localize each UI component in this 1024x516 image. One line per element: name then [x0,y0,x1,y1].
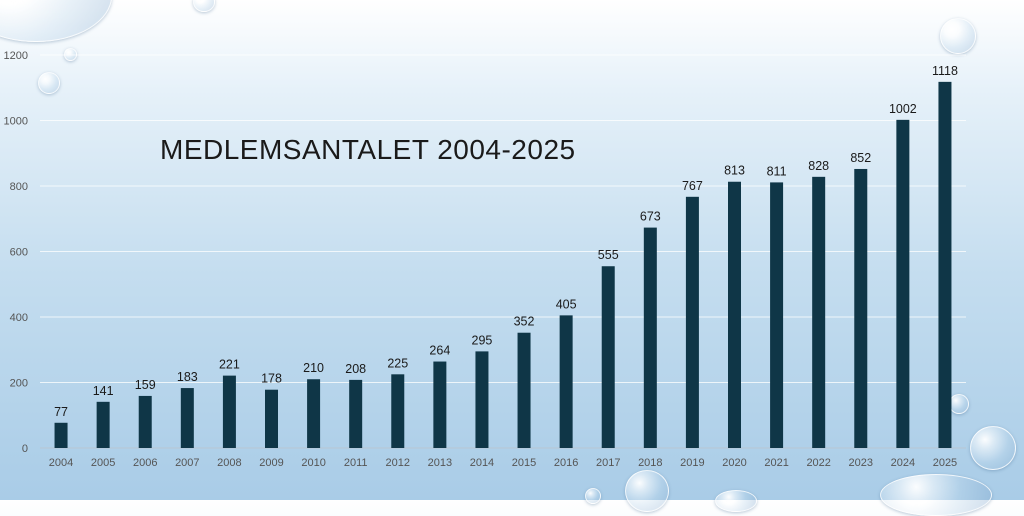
data-label: 813 [724,164,745,178]
y-tick-label: 1200 [4,50,28,62]
data-label: 225 [387,356,408,370]
x-tick-label: 2018 [638,457,662,469]
bar [517,332,531,448]
y-tick-label: 200 [10,378,28,390]
data-label: 295 [472,333,493,347]
data-label: 221 [219,358,240,372]
x-tick-label: 2024 [891,457,915,469]
bar [728,181,741,448]
x-tick-label: 2004 [49,457,73,469]
bar [559,315,573,448]
data-label: 141 [93,384,114,398]
bar [896,119,910,448]
bar [391,374,405,448]
x-tick-label: 2020 [722,457,746,469]
y-tick-label: 400 [10,312,28,324]
x-tick-label: 2014 [470,457,494,469]
bar [770,182,784,448]
bar [96,401,110,448]
data-label: 178 [261,372,282,386]
bar [938,81,952,448]
x-tick-label: 2017 [596,457,620,469]
x-tick-label: 2022 [806,457,830,469]
data-label: 555 [598,248,619,262]
x-tick-label: 2021 [764,457,788,469]
x-tick-label: 2006 [133,457,157,469]
bar [265,389,278,448]
x-tick-label: 2009 [259,457,283,469]
y-axis: 0 200 400 600 800 1000 1200 [4,50,28,455]
y-tick-label: 0 [22,443,28,455]
bar [433,361,447,448]
x-tick-label: 2011 [344,457,368,469]
x-tick-label: 2023 [849,457,873,469]
x-tick-label: 2013 [428,457,452,469]
bar [601,266,615,448]
x-tick-label: 2005 [91,457,115,469]
bar [812,176,826,448]
data-label: 77 [54,405,68,419]
data-label: 405 [556,297,577,311]
bar [54,422,68,448]
x-tick-label: 2010 [301,457,325,469]
x-tick-label: 2016 [554,457,578,469]
x-tick-label: 2015 [512,457,536,469]
bar-chart: 0 200 400 600 800 1000 1200 77 141 159 183 221 178 2… [4,50,966,469]
bubble-decoration [970,426,1016,470]
bar [475,351,489,448]
data-label: 352 [514,315,535,329]
data-label: 811 [767,164,787,178]
bar [685,196,699,448]
data-label: 183 [177,370,198,384]
data-label: 673 [640,210,661,224]
x-tick-label: 2025 [933,457,957,469]
bubble-decoration [38,72,60,94]
data-label: 1118 [932,64,958,78]
bar [222,375,236,448]
bubble-decoration [940,18,976,54]
data-label: 264 [429,344,450,358]
data-label: 767 [682,179,703,193]
data-label: 828 [808,159,829,173]
y-tick-label: 1000 [4,116,28,128]
bar [854,168,868,448]
bars [54,81,952,448]
grid-lines [40,54,966,449]
bar [307,379,321,448]
data-label: 208 [345,362,366,376]
x-tick-label: 2007 [175,457,199,469]
x-tick-label: 2019 [680,457,704,469]
y-tick-label: 600 [10,247,28,259]
bar [349,379,363,448]
chart-title: MEDLEMSANTALET 2004-2025 [160,134,576,165]
data-label: 210 [303,361,324,375]
data-label: 852 [850,151,871,165]
bar [180,388,194,448]
y-tick-label: 800 [10,181,28,193]
x-axis: 2004 2005 2006 2007 2008 2009 2010 2011 2012 2013… [49,457,957,469]
data-label: 1002 [889,102,917,116]
data-labels: 77 141 159 183 221 178 210 208 225 264 295 352 405 55… [54,64,958,419]
data-label: 159 [135,378,156,392]
x-tick-label: 2008 [217,457,241,469]
bar [643,227,657,448]
x-tick-label: 2012 [386,457,410,469]
bar [138,395,152,448]
